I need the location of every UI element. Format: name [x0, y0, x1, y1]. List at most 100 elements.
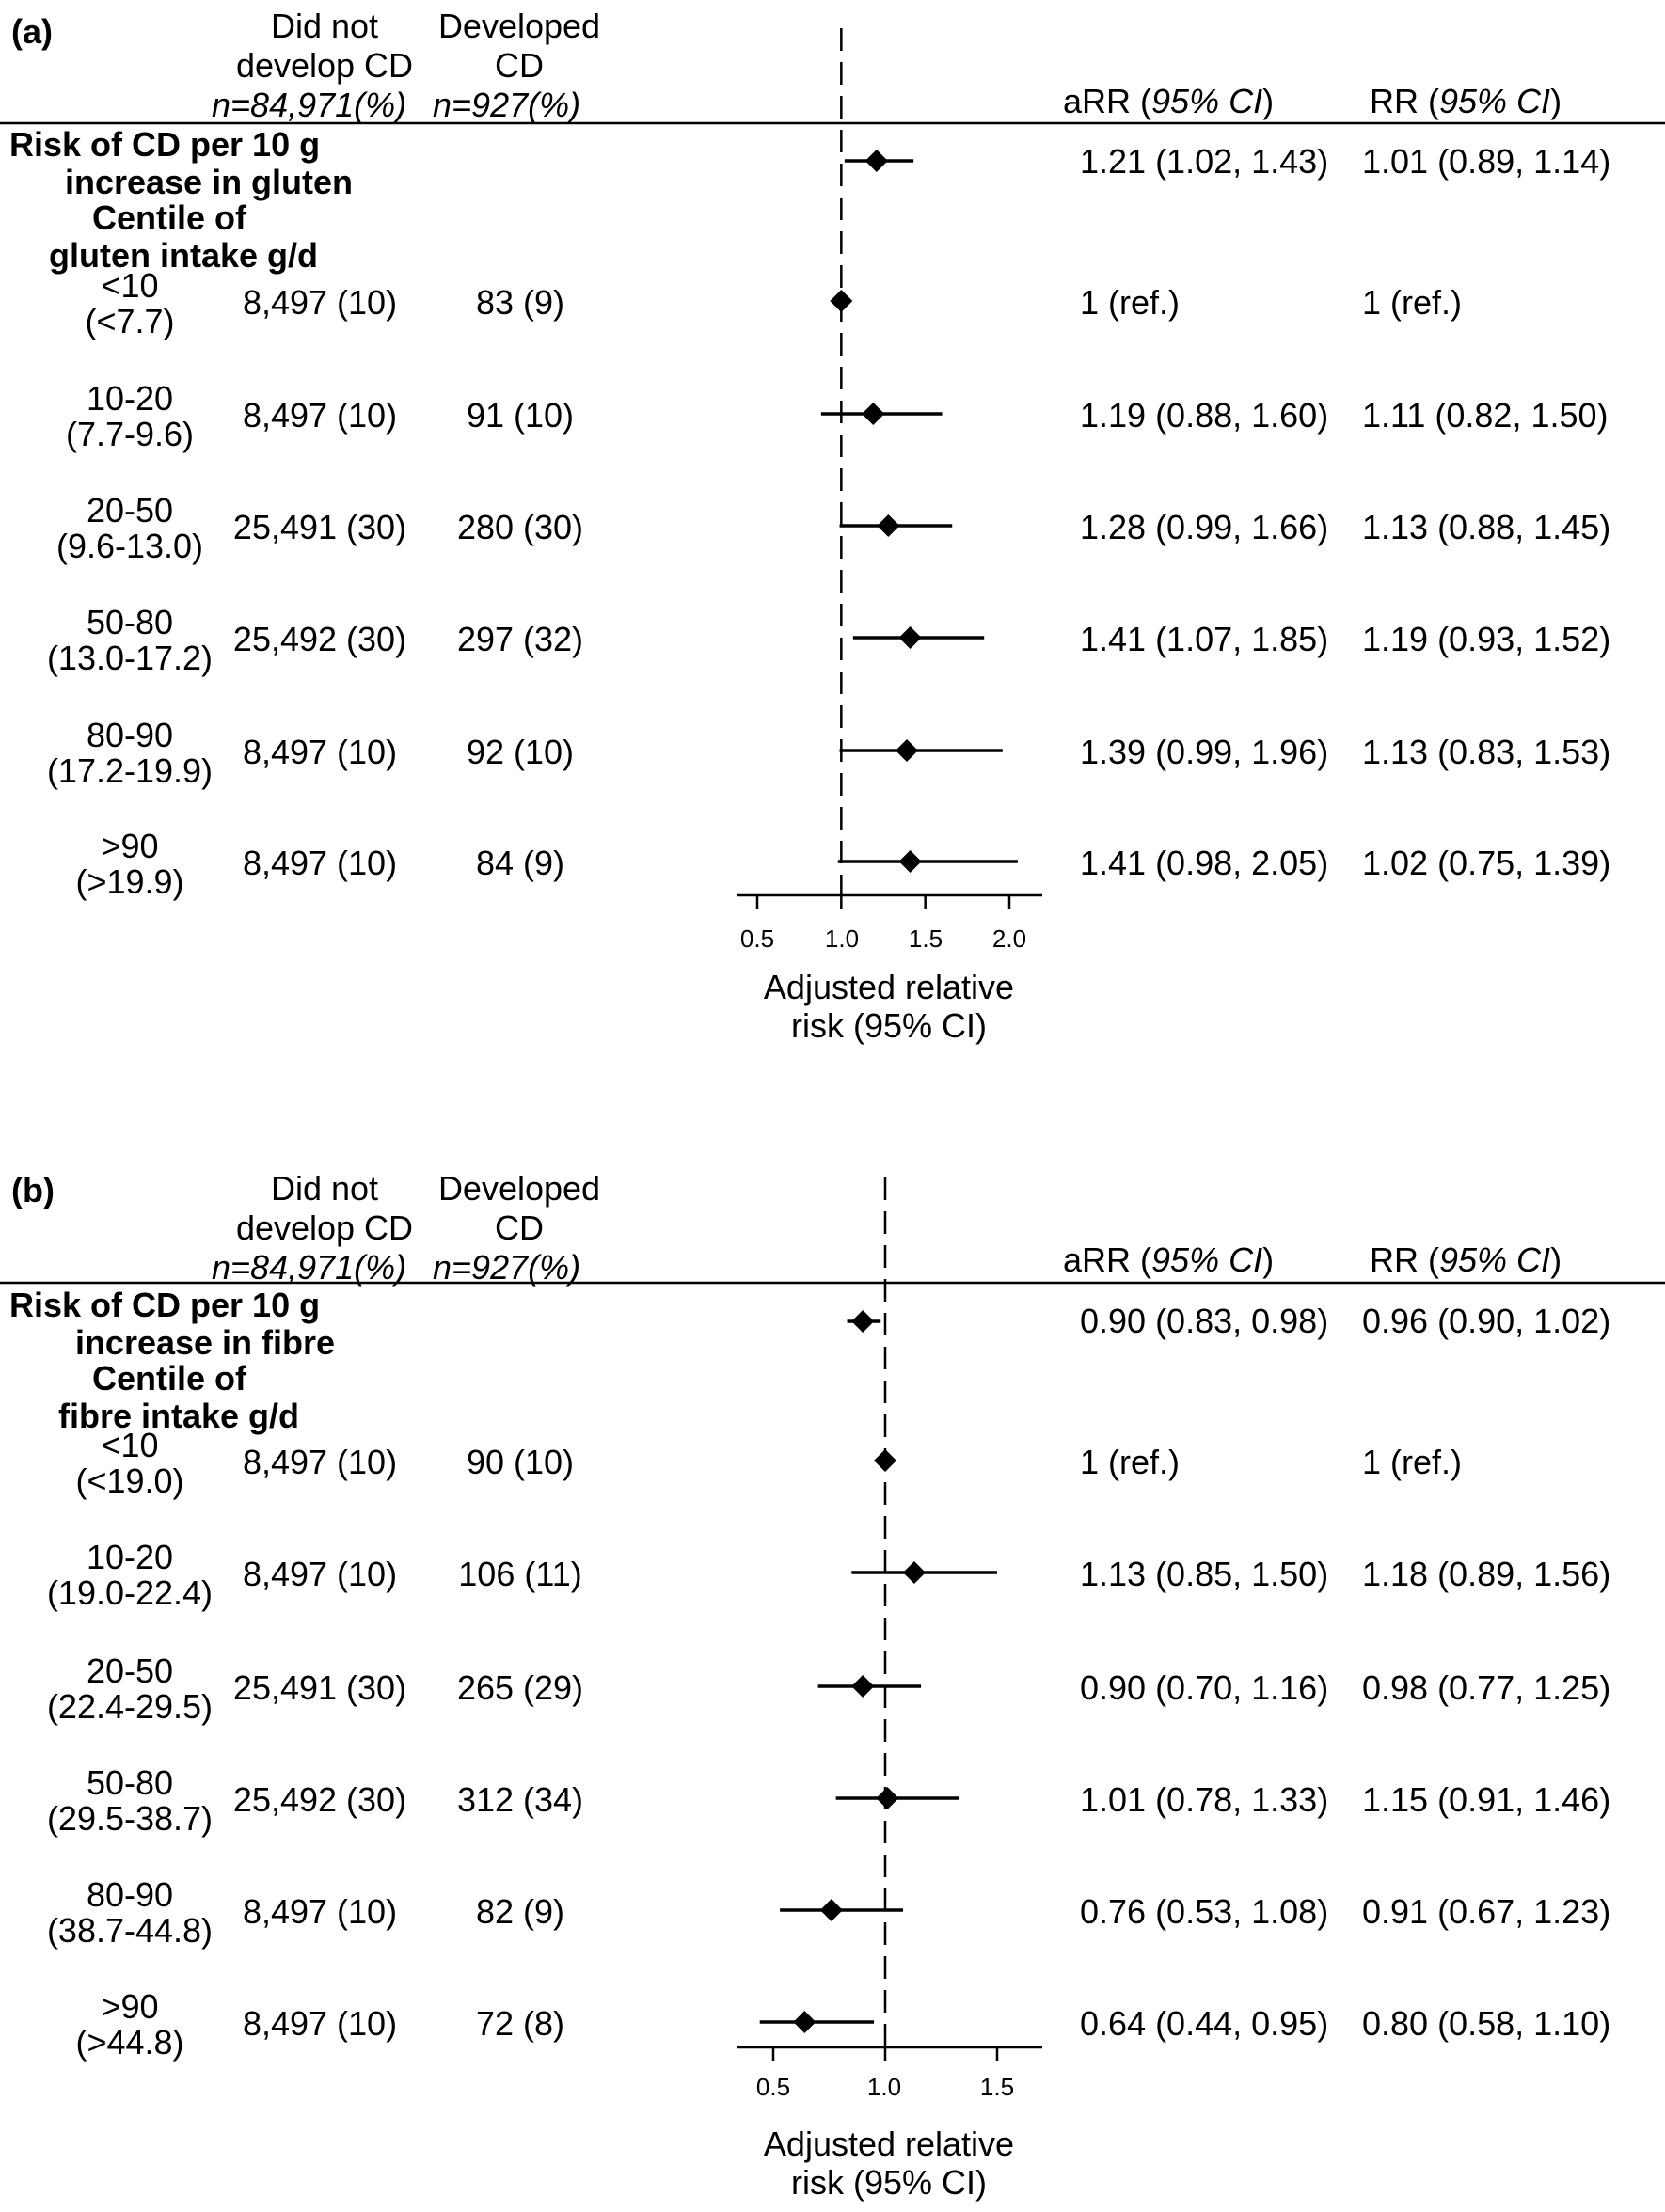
row-range: (9.6-13.0) [56, 527, 204, 565]
point-estimate-marker [864, 150, 888, 172]
x-tick-label: 1.5 [908, 924, 944, 953]
row-no-cd: 8,497 (10) [242, 396, 398, 434]
row-centile: 50-80 [86, 1763, 174, 1802]
row-no-cd: 25,492 (30) [232, 1780, 407, 1819]
col-header-no-cd-line2: develop CD [235, 46, 414, 85]
row-centile: 50-80 [86, 603, 174, 641]
row-no-cd: 8,497 (10) [242, 1555, 398, 1593]
row-cd: 265 (29) [456, 1668, 584, 1707]
row-no-cd: 8,497 (10) [242, 1443, 398, 1481]
col-header-cd-n: n=927(%) [433, 86, 581, 124]
x-axis-label-line1: Adjusted relative [763, 2125, 1015, 2163]
row-rr: 1 (ref.) [1362, 283, 1463, 322]
row-range: (>44.8) [75, 2023, 184, 2062]
point-estimate-marker [898, 626, 922, 649]
col-header-rr: RR (95% CI) [1370, 1240, 1562, 1279]
row-centile: 10-20 [86, 1538, 174, 1576]
row-rr: 1.11 (0.82, 1.50) [1362, 396, 1609, 434]
row-rr: 1.18 (0.89, 1.56) [1362, 1555, 1611, 1593]
col-header-cd-line1: Developed [437, 7, 601, 45]
row-arr: 0.90 (0.70, 1.16) [1080, 1668, 1329, 1707]
row-rr: 1 (ref.) [1362, 1443, 1463, 1481]
row-cd: 84 (9) [475, 844, 565, 882]
row-range: (17.2-19.9) [46, 751, 214, 790]
row-arr: 0.76 (0.53, 1.08) [1080, 1892, 1329, 1931]
point-estimate-marker [896, 739, 919, 762]
col-header-cd-line2: CD [495, 46, 544, 85]
row-arr: 1.28 (0.99, 1.66) [1080, 508, 1329, 546]
row-rr: 0.80 (0.58, 1.10) [1362, 2004, 1611, 2043]
row-range: (>19.9) [75, 862, 184, 901]
row-cd: 82 (9) [475, 1892, 565, 1931]
x-tick-label: 0.5 [755, 2073, 791, 2101]
per10-rr: 1.01 (0.89, 1.14) [1362, 142, 1611, 181]
point-estimate-marker [876, 1787, 899, 1809]
x-tick-label: 0.5 [739, 924, 775, 953]
point-estimate-marker [851, 1675, 875, 1698]
point-estimate-marker [898, 850, 922, 873]
row-rr: 1.13 (0.83, 1.53) [1362, 733, 1611, 771]
row-centile: 20-50 [86, 1651, 174, 1690]
per10-label-line1: Risk of CD per 10 g [9, 1286, 321, 1324]
row-arr: 1.39 (0.99, 1.96) [1080, 733, 1329, 771]
row-cd: 83 (9) [475, 283, 565, 322]
x-tick-label: 1.0 [824, 924, 860, 953]
point-estimate-marker [819, 1899, 843, 1921]
x-axis-label-line2: risk (95% CI) [790, 1006, 988, 1045]
row-centile: <10 [101, 266, 159, 305]
row-cd: 106 (11) [458, 1555, 582, 1593]
point-estimate-marker [902, 1561, 926, 1584]
col-header-arr: aRR (95% CI) [1063, 82, 1275, 120]
row-rr: 1.02 (0.75, 1.39) [1362, 844, 1611, 882]
col-header-no-cd-line1: Did not [270, 1169, 379, 1208]
centile-label-line2: fibre intake g/d [57, 1397, 300, 1435]
row-range: (<19.0) [75, 1462, 184, 1500]
row-no-cd: 25,492 (30) [232, 620, 407, 658]
row-centile: 80-90 [86, 1875, 174, 1914]
row-no-cd: 8,497 (10) [242, 283, 398, 322]
row-no-cd: 25,491 (30) [232, 508, 407, 546]
row-centile: 20-50 [86, 491, 174, 529]
row-range: (22.4-29.5) [46, 1687, 214, 1726]
row-cd: 297 (32) [456, 620, 584, 658]
row-cd: 92 (10) [466, 733, 575, 771]
row-cd: 90 (10) [466, 1443, 575, 1481]
row-rr: 0.98 (0.77, 1.25) [1362, 1668, 1611, 1707]
row-no-cd: 8,497 (10) [242, 844, 398, 882]
per10-label-line2: increase in gluten [64, 163, 354, 201]
row-cd: 91 (10) [466, 396, 575, 434]
point-estimate-marker [851, 1310, 875, 1333]
point-estimate-marker [877, 514, 900, 537]
row-arr: 1 (ref.) [1080, 283, 1181, 322]
row-range: (29.5-38.7) [46, 1799, 214, 1838]
per10-rr: 0.96 (0.90, 1.02) [1362, 1302, 1611, 1340]
row-arr: 1 (ref.) [1080, 1443, 1181, 1481]
per10-label-line2: increase in fibre [74, 1323, 336, 1362]
row-cd: 72 (8) [475, 2004, 565, 2043]
row-arr: 1.41 (0.98, 2.05) [1080, 844, 1329, 882]
col-header-no-cd-n: n=84,971(%) [212, 86, 407, 124]
centile-label-line1: Centile of [91, 1359, 247, 1398]
x-tick-label: 1.0 [866, 2073, 902, 2101]
row-cd: 312 (34) [456, 1780, 584, 1819]
point-estimate-marker [874, 1449, 896, 1472]
row-range: (19.0-22.4) [46, 1573, 214, 1612]
panel-label: (a) [11, 12, 53, 51]
col-header-arr: aRR (95% CI) [1063, 1240, 1275, 1279]
row-cd: 280 (30) [456, 508, 584, 546]
x-tick-label: 2.0 [991, 924, 1027, 953]
row-arr: 1.19 (0.88, 1.60) [1080, 396, 1329, 434]
row-centile: 10-20 [86, 379, 174, 418]
row-arr: 0.64 (0.44, 0.95) [1080, 2004, 1329, 2043]
row-arr: 1.01 (0.78, 1.33) [1080, 1780, 1329, 1819]
x-axis-label-line1: Adjusted relative [763, 968, 1015, 1006]
per10-label-line1: Risk of CD per 10 g [9, 125, 321, 164]
row-no-cd: 25,491 (30) [232, 1668, 407, 1707]
row-no-cd: 8,497 (10) [242, 733, 398, 771]
col-header-cd-line2: CD [495, 1209, 544, 1247]
col-header-cd-n: n=927(%) [433, 1248, 581, 1287]
row-arr: 1.13 (0.85, 1.50) [1080, 1555, 1329, 1593]
col-header-rr: RR (95% CI) [1370, 82, 1562, 120]
row-rr: 1.13 (0.88, 1.45) [1362, 508, 1611, 546]
